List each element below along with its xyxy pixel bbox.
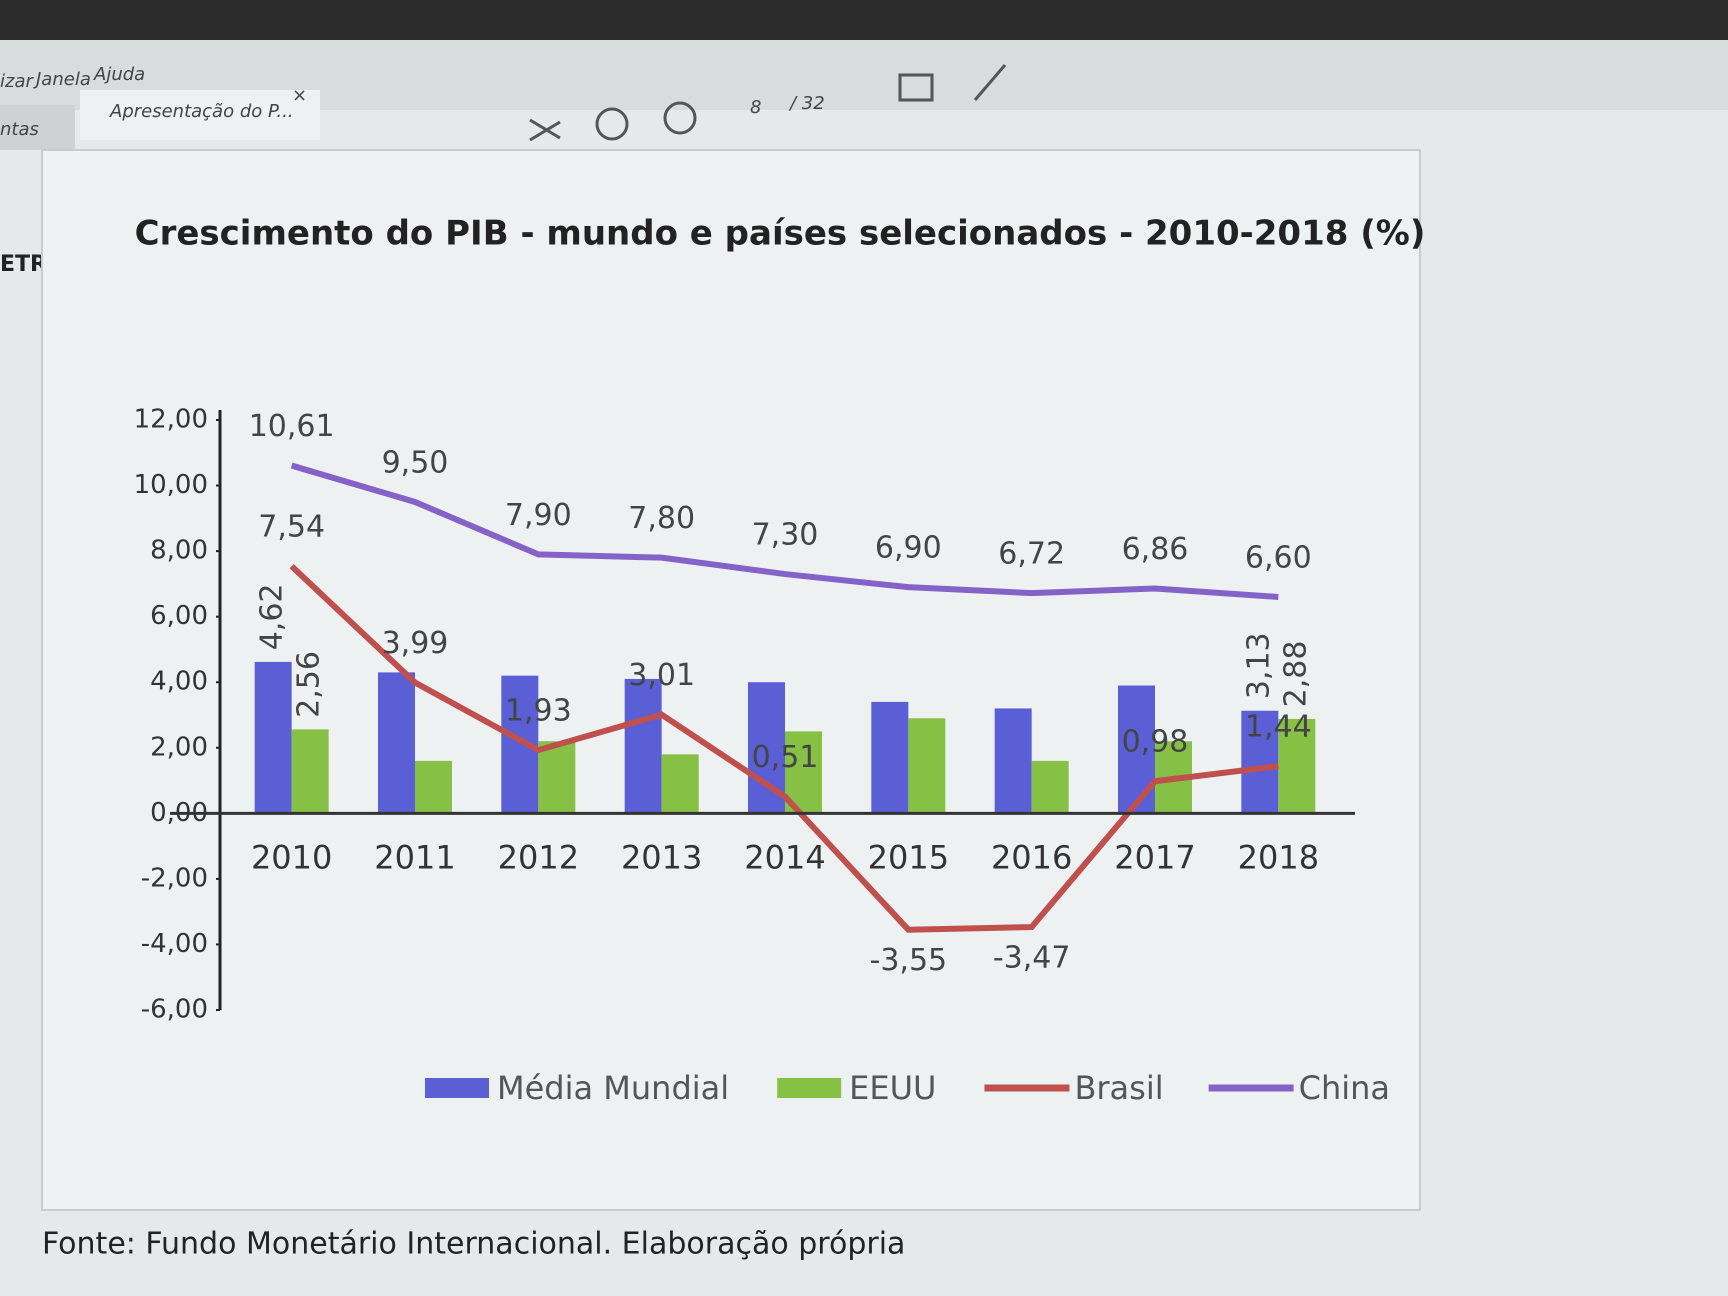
data-label: 1,93: [505, 694, 572, 729]
data-label: 10,61: [249, 409, 335, 444]
y-tick-label: -2,00: [141, 863, 208, 893]
bar: [291, 729, 329, 814]
legend-label: Brasil: [1074, 1069, 1163, 1107]
data-label: 7,30: [752, 518, 819, 553]
bar: [1241, 710, 1279, 814]
y-tick-label: 10,00: [134, 470, 208, 500]
tab-label[interactable]: Apresentação do P...: [109, 101, 294, 122]
data-label: 6,86: [1122, 532, 1189, 567]
legend-swatch: [777, 1078, 842, 1098]
data-label: 6,60: [1245, 541, 1312, 576]
y-tick-label: 4,00: [150, 667, 208, 697]
x-tick-label: 2017: [1114, 838, 1195, 876]
bar: [415, 760, 452, 814]
bar: [254, 661, 292, 814]
data-label: 3,01: [628, 658, 695, 693]
menu-item[interactable]: izar: [0, 71, 34, 92]
bar: [1031, 760, 1069, 814]
tab[interactable]: [0, 105, 75, 150]
page-number[interactable]: 8: [750, 97, 761, 118]
line: [290, 462, 1279, 600]
comment-icon[interactable]: [898, 73, 934, 102]
data-label: 2,56: [292, 651, 327, 718]
data-label: 6,72: [998, 537, 1065, 572]
x-tick-label: 2014: [744, 838, 825, 876]
bar: [1278, 718, 1316, 814]
legend-label: China: [1299, 1069, 1390, 1107]
cut-icon[interactable]: [529, 118, 561, 142]
data-label: 9,50: [382, 445, 449, 480]
chart-title: Crescimento do PIB - mundo e países sele…: [135, 214, 1426, 254]
y-tick-label: 6,00: [150, 601, 208, 631]
data-label: 3,13: [1241, 632, 1276, 699]
up-icon[interactable]: [595, 107, 629, 141]
line: [289, 564, 1279, 933]
data-label: -3,47: [993, 941, 1071, 976]
data-label: 1,44: [1245, 710, 1312, 745]
y-tick-label: 8,00: [150, 536, 208, 566]
data-label: 6,90: [875, 531, 942, 566]
data-label: -3,55: [870, 943, 948, 978]
menu-item[interactable]: Janela: [33, 69, 91, 90]
down-icon[interactable]: [663, 101, 697, 135]
y-tick-label: -6,00: [141, 995, 208, 1025]
slide: [41, 149, 1421, 1211]
tab[interactable]: [80, 90, 320, 140]
source-note: Fonte: Fundo Monetário Internacional. El…: [42, 1227, 905, 1262]
bar: [908, 718, 946, 814]
tab-close[interactable]: ×: [292, 85, 307, 106]
x-tick-label: 2015: [868, 838, 949, 876]
y-tick-label: 12,00: [134, 405, 208, 435]
x-tick-label: 2016: [991, 838, 1072, 876]
bar: [624, 678, 662, 814]
bar: [661, 754, 699, 814]
bar: [378, 672, 415, 814]
bar: [994, 708, 1032, 814]
data-label: 7,80: [628, 501, 695, 536]
data-label: 2,88: [1278, 641, 1313, 708]
data-label: 0,51: [752, 740, 819, 775]
x-tick-label: 2013: [621, 838, 702, 876]
x-tick-label: 2011: [374, 838, 455, 876]
data-label: 0,98: [1122, 725, 1189, 760]
data-label: 7,54: [258, 510, 325, 545]
data-label: 4,62: [255, 584, 290, 651]
legend-label: EEUU: [849, 1069, 936, 1107]
page-total: / 32: [788, 93, 825, 114]
bar: [871, 701, 909, 814]
menu-item[interactable]: Ajuda: [93, 64, 145, 85]
x-tick-label: 2012: [498, 838, 579, 876]
y-tick-label: 2,00: [150, 732, 208, 762]
data-label: 3,99: [382, 626, 449, 661]
data-label: 7,90: [505, 498, 572, 533]
x-tick-label: 2018: [1238, 838, 1319, 876]
bar: [538, 741, 576, 814]
pen-icon[interactable]: [973, 64, 1007, 101]
legend-label: Média Mundial: [497, 1069, 729, 1107]
tab-label[interactable]: ntas: [0, 119, 39, 140]
x-tick-label: 2010: [251, 838, 332, 876]
y-tick-label: -4,00: [141, 929, 208, 959]
legend-swatch: [425, 1078, 489, 1098]
